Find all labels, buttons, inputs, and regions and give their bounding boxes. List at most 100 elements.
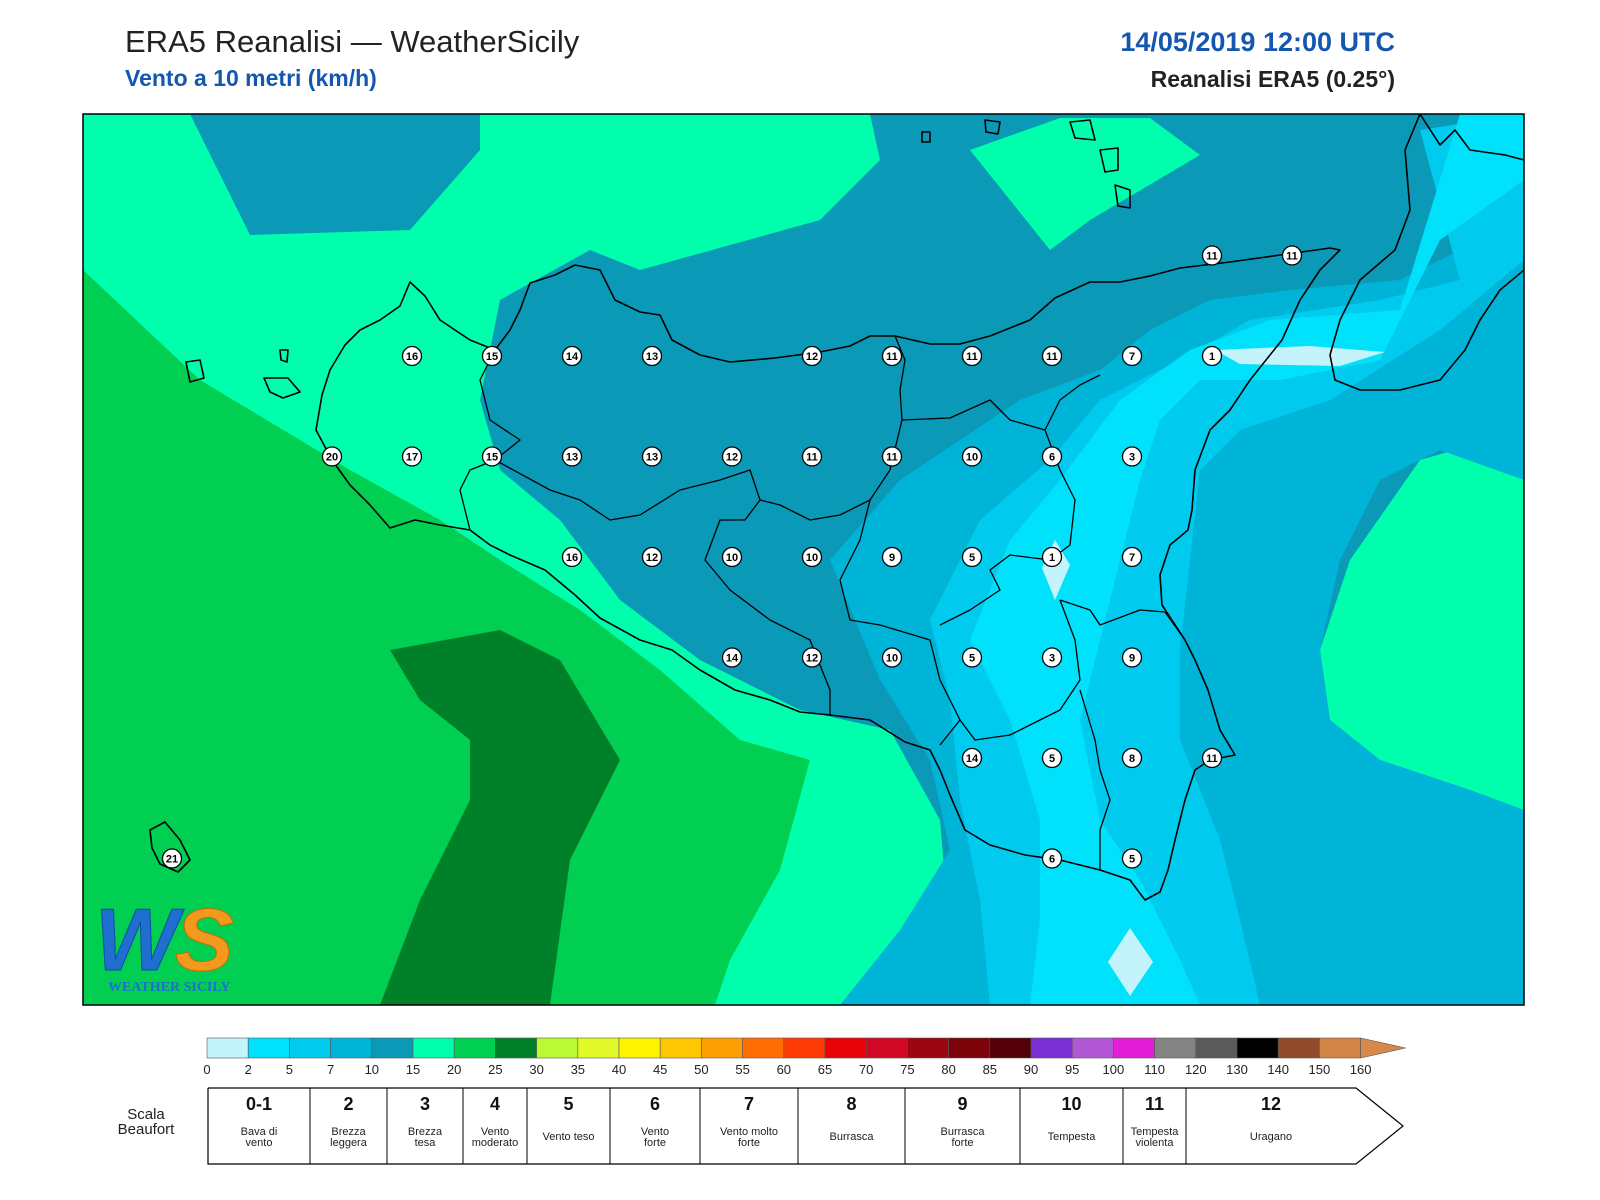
- color-scale-bin: [701, 1037, 743, 1059]
- beaufort-cell: 3 Brezza tesa: [387, 1088, 463, 1166]
- station-wind-value: 5: [969, 552, 975, 564]
- color-scale-tick: 100: [1103, 1062, 1125, 1077]
- calabria-coast: [1329, 114, 1524, 391]
- color-scale-arrow: [1360, 1037, 1406, 1059]
- station-circle: [641, 446, 663, 467]
- station-circle: [641, 546, 663, 568]
- beaufort-number: 3: [419, 1094, 430, 1114]
- station-wind-value: 11: [966, 351, 978, 363]
- color-scale-bin: [742, 1037, 785, 1059]
- beaufort-number: 10: [1061, 1094, 1082, 1114]
- station-marker: 12: [721, 446, 743, 467]
- coastlines: [149, 114, 1524, 901]
- station-wind-value: 5: [1049, 753, 1055, 765]
- color-scale-tick: 25: [488, 1062, 502, 1077]
- color-scale-tick: 40: [612, 1062, 626, 1077]
- station-wind-value: 9: [889, 552, 895, 564]
- color-scale-tick: 70: [859, 1062, 873, 1077]
- station-circle: [961, 345, 983, 367]
- island-4: [149, 821, 191, 873]
- station-wind-value: 11: [886, 351, 898, 363]
- station-marker: 20: [321, 446, 343, 467]
- station-wind-value: 10: [726, 552, 738, 564]
- beaufort-cell: 9 Burrasca forte: [905, 1088, 1020, 1166]
- station-circle: [161, 848, 183, 869]
- beaufort-number: 2: [343, 1094, 354, 1114]
- color-scale-bin: [907, 1037, 949, 1059]
- color-scale-tick: 15: [406, 1062, 420, 1077]
- station-marker: 10: [881, 647, 903, 668]
- station-marker: 5: [961, 546, 983, 568]
- beaufort-outline: [207, 1087, 1404, 1165]
- station-wind-value: 15: [486, 351, 498, 363]
- station-wind-value: 12: [806, 351, 818, 363]
- station-marker: 16: [401, 345, 423, 367]
- color-scale-bin: [1319, 1037, 1361, 1059]
- station-circle: [961, 446, 983, 467]
- station-circle: [481, 446, 503, 467]
- beaufort-description: Vento forte: [640, 1126, 670, 1149]
- color-scale-bin: [289, 1037, 331, 1059]
- border-trapani-palermo: [459, 349, 521, 531]
- station-marker: 5: [1121, 848, 1143, 869]
- beaufort-description: Vento molto forte: [719, 1126, 779, 1149]
- beaufort-caption: Scala Beaufort: [98, 1107, 194, 1137]
- station-wind-value: 8: [1129, 753, 1135, 765]
- station-wind-value: 11: [806, 452, 818, 464]
- beaufort-number: 6: [649, 1094, 660, 1114]
- map-frame: [82, 113, 1525, 1006]
- station-wind-value: 10: [806, 552, 818, 564]
- beaufort-description: Bava di vento: [240, 1126, 278, 1149]
- beaufort-description: Burrasca forte: [940, 1126, 985, 1149]
- station-circle: [881, 345, 903, 367]
- color-scale-ticks: 0 2 5 7 10 15 20 25 30 35 40 45 50 55 60 65 70 75 80 85 90 95…: [203, 1062, 1371, 1077]
- station-wind-value: 7: [1129, 351, 1135, 363]
- island-7: [1114, 184, 1131, 209]
- field-zone-15-20-east: [1320, 430, 1524, 810]
- station-marker: 11: [1041, 345, 1063, 367]
- color-scale-tick: 150: [1309, 1062, 1331, 1077]
- color-scale-tick: 5: [286, 1062, 293, 1077]
- station-wind-value: 16: [566, 552, 578, 564]
- beaufort-cell: 5 Vento teso: [527, 1088, 610, 1166]
- station-wind-value: 5: [1129, 854, 1135, 866]
- field-zone-0-2-south: [1108, 928, 1153, 996]
- station-circle: [1201, 245, 1223, 266]
- color-scale-tick: 20: [447, 1062, 461, 1077]
- border-palermo-messina: [759, 335, 906, 521]
- station-marker: 12: [801, 647, 823, 668]
- station-circle: [1121, 848, 1143, 869]
- station-circle: [721, 546, 743, 568]
- station-circle: [961, 546, 983, 568]
- color-scale-bin: [1030, 1037, 1073, 1059]
- beaufort-description: Brezza tesa: [407, 1126, 443, 1149]
- island-8: [984, 119, 1001, 135]
- station-circle: [881, 446, 903, 467]
- color-scale-tick: 7: [327, 1062, 334, 1077]
- station-wind-value: 6: [1049, 452, 1055, 464]
- station-wind-value: 11: [1206, 251, 1218, 263]
- station-wind-value: 5: [969, 653, 975, 665]
- station-wind-value: 14: [966, 753, 979, 765]
- color-scale-bin: [536, 1037, 579, 1059]
- beaufort-caption-line1: Scala: [127, 1106, 165, 1123]
- station-marker: 9: [1121, 647, 1143, 668]
- beaufort-caption-line2: Beaufort: [117, 1121, 175, 1138]
- color-scale-tick: 35: [571, 1062, 585, 1077]
- station-circle: [1201, 747, 1223, 769]
- station-circle: [1121, 446, 1143, 467]
- station-marker: 12: [801, 345, 823, 367]
- border-enna-catania: [901, 374, 1101, 626]
- color-scale-bin: [412, 1037, 455, 1059]
- color-scale-tick: 110: [1144, 1062, 1165, 1077]
- weathersicily-logo: W S WEATHER SICILY: [95, 890, 235, 996]
- station-wind-value: 11: [1286, 251, 1298, 263]
- color-scale-tick: 45: [653, 1062, 667, 1077]
- color-scale-bin: [577, 1037, 620, 1059]
- color-scale-tick: 140: [1267, 1062, 1289, 1077]
- station-marker: 14: [561, 345, 583, 367]
- map-title: ERA5 Reanalisi — WeatherSicily: [125, 24, 580, 59]
- station-marker: 9: [881, 546, 903, 568]
- color-scale-tick: 95: [1065, 1062, 1079, 1077]
- beaufort-description: Brezza leggera: [330, 1126, 367, 1149]
